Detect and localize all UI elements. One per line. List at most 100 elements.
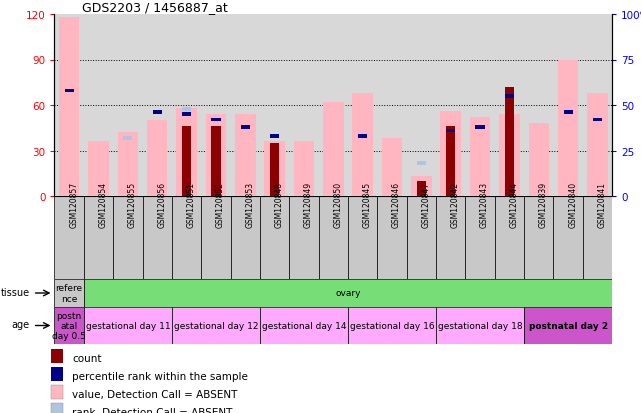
- Text: GSM120852: GSM120852: [216, 182, 225, 228]
- Text: count: count: [72, 353, 102, 363]
- Text: GSM120849: GSM120849: [304, 182, 313, 228]
- Text: GSM120842: GSM120842: [451, 182, 460, 228]
- Bar: [563, 111, 573, 115]
- Bar: [583, 197, 612, 279]
- Text: GSM120854: GSM120854: [99, 182, 108, 228]
- Bar: [406, 197, 436, 279]
- Bar: [54, 279, 84, 307]
- Bar: [212, 127, 221, 197]
- Bar: [593, 119, 602, 122]
- Bar: [378, 197, 406, 279]
- Text: GSM120851: GSM120851: [187, 182, 196, 228]
- Bar: [182, 107, 191, 111]
- Text: tissue: tissue: [1, 287, 30, 297]
- Bar: [54, 197, 84, 279]
- Bar: [524, 197, 553, 279]
- Bar: [353, 94, 373, 197]
- Bar: [294, 142, 314, 197]
- Bar: [51, 385, 63, 399]
- Bar: [505, 95, 514, 99]
- Bar: [201, 197, 231, 279]
- Bar: [411, 177, 431, 197]
- Bar: [51, 367, 63, 381]
- Text: GSM120845: GSM120845: [363, 182, 372, 228]
- Text: gestational day 12: gestational day 12: [174, 321, 258, 330]
- Bar: [505, 88, 514, 197]
- Bar: [558, 60, 578, 197]
- Bar: [382, 139, 403, 197]
- Text: value, Detection Call = ABSENT: value, Detection Call = ABSENT: [72, 389, 238, 399]
- Bar: [117, 133, 138, 197]
- Bar: [524, 307, 612, 344]
- Text: GSM120848: GSM120848: [274, 182, 283, 228]
- Bar: [264, 142, 285, 197]
- Bar: [206, 115, 226, 197]
- Bar: [470, 118, 490, 197]
- Bar: [440, 112, 461, 197]
- Bar: [153, 111, 162, 115]
- Text: age: age: [12, 319, 30, 329]
- Bar: [553, 197, 583, 279]
- Text: GSM120853: GSM120853: [246, 182, 254, 228]
- Bar: [240, 126, 250, 129]
- Text: GDS2203 / 1456887_at: GDS2203 / 1456887_at: [83, 1, 228, 14]
- Bar: [123, 137, 133, 140]
- Bar: [212, 119, 221, 122]
- Bar: [528, 124, 549, 197]
- Bar: [235, 115, 256, 197]
- Text: GSM120843: GSM120843: [480, 182, 489, 228]
- Bar: [231, 197, 260, 279]
- Bar: [417, 162, 426, 166]
- Bar: [270, 144, 279, 197]
- Bar: [260, 307, 348, 344]
- Bar: [436, 197, 465, 279]
- Text: GSM120856: GSM120856: [157, 182, 166, 228]
- Bar: [289, 197, 319, 279]
- Text: gestational day 11: gestational day 11: [85, 321, 170, 330]
- Text: GSM120847: GSM120847: [421, 182, 430, 228]
- Text: GSM120841: GSM120841: [597, 182, 606, 228]
- Bar: [495, 197, 524, 279]
- Text: GSM120850: GSM120850: [333, 182, 342, 228]
- Bar: [417, 181, 426, 197]
- Text: GSM120857: GSM120857: [69, 182, 78, 228]
- Bar: [51, 403, 63, 413]
- Bar: [587, 94, 608, 197]
- Bar: [358, 135, 367, 138]
- Text: gestational day 18: gestational day 18: [438, 321, 522, 330]
- Bar: [113, 197, 142, 279]
- Bar: [446, 129, 455, 133]
- Text: postnatal day 2: postnatal day 2: [529, 321, 608, 330]
- Bar: [182, 127, 191, 197]
- Bar: [323, 103, 344, 197]
- Bar: [499, 115, 520, 197]
- Bar: [59, 18, 79, 197]
- Bar: [348, 307, 436, 344]
- Text: percentile rank within the sample: percentile rank within the sample: [72, 371, 248, 381]
- Bar: [436, 307, 524, 344]
- Bar: [142, 197, 172, 279]
- Bar: [182, 113, 191, 117]
- Bar: [147, 121, 167, 197]
- Bar: [348, 197, 378, 279]
- Text: GSM120855: GSM120855: [128, 182, 137, 228]
- Bar: [51, 349, 63, 363]
- Text: GSM120840: GSM120840: [568, 182, 577, 228]
- Text: postn
atal
day 0.5: postn atal day 0.5: [52, 311, 86, 341]
- Bar: [446, 127, 455, 197]
- Bar: [84, 307, 172, 344]
- Text: GSM120839: GSM120839: [539, 182, 548, 228]
- Bar: [172, 197, 201, 279]
- Bar: [465, 197, 495, 279]
- Text: GSM120844: GSM120844: [510, 182, 519, 228]
- Text: GSM120846: GSM120846: [392, 182, 401, 228]
- Text: gestational day 14: gestational day 14: [262, 321, 346, 330]
- Bar: [260, 197, 289, 279]
- Text: gestational day 16: gestational day 16: [350, 321, 435, 330]
- Bar: [319, 197, 348, 279]
- Bar: [476, 126, 485, 129]
- Text: refere
nce: refere nce: [56, 284, 83, 303]
- Text: ovary: ovary: [335, 289, 361, 298]
- Bar: [270, 135, 279, 138]
- Bar: [84, 197, 113, 279]
